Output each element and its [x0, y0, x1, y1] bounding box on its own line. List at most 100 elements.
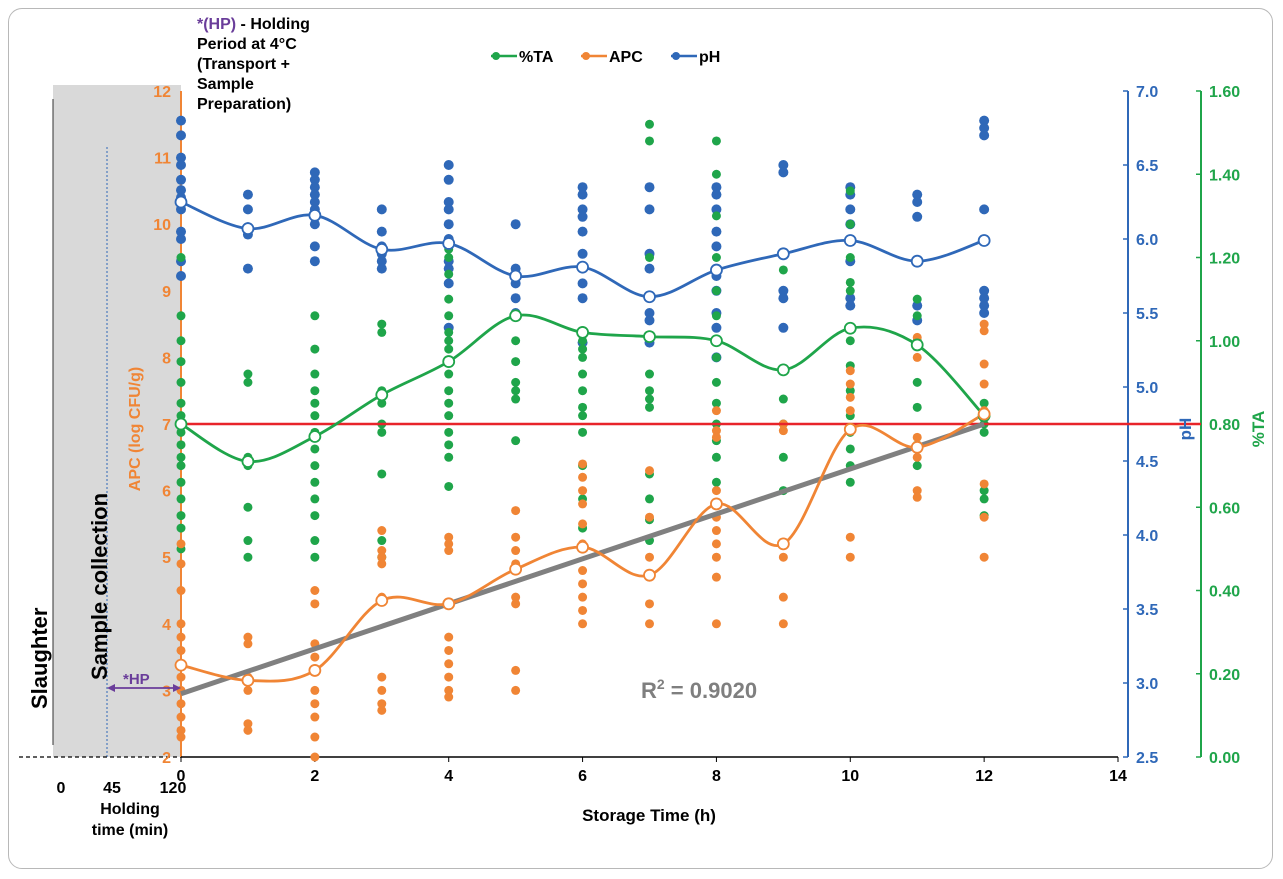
apc-data-point — [176, 732, 186, 742]
ta-data-point — [444, 311, 454, 321]
ta-data-point — [711, 377, 721, 387]
apc-tick-label: 4 — [162, 617, 171, 634]
ph-data-point — [644, 204, 655, 215]
ta-data-point — [310, 344, 320, 354]
ph-data-point — [443, 197, 454, 207]
ta-data-point — [176, 253, 186, 262]
ta-data-point — [645, 386, 654, 396]
apc-data-point — [578, 519, 588, 529]
x-tick-label: 8 — [712, 768, 721, 785]
ph-data-point — [176, 174, 186, 185]
apc-data-point — [979, 326, 989, 336]
ta-data-point — [310, 536, 320, 546]
ta-data-point — [310, 369, 320, 379]
ta-data-point — [711, 136, 721, 146]
ta-tick-label: 0.60 — [1209, 500, 1240, 517]
ta-data-point — [310, 461, 320, 471]
apc-data-point — [511, 685, 521, 695]
legend-apc-label: APC — [609, 49, 643, 66]
apc-tick-label: 6 — [162, 484, 171, 501]
ph-data-point — [912, 197, 923, 207]
ph-data-point — [979, 130, 990, 141]
x-tick-label: 6 — [578, 768, 587, 785]
ta-data-point — [778, 452, 788, 462]
apc-data-point — [310, 586, 320, 595]
apc-mean-marker — [375, 594, 389, 607]
ta-data-point — [377, 327, 387, 337]
ta-data-point — [578, 336, 588, 346]
apc-data-point — [645, 466, 654, 476]
apc-data-point — [645, 552, 654, 562]
ta-data-point — [711, 211, 721, 221]
ta-data-point — [444, 440, 454, 450]
ph-data-point — [979, 115, 990, 126]
ph-data-point — [711, 204, 722, 215]
ph-data-point — [711, 241, 722, 252]
apc-tick-label: 8 — [162, 350, 171, 367]
apc-data-point — [845, 552, 855, 562]
ph-data-point — [510, 219, 521, 230]
apc-data-point — [912, 452, 922, 462]
apc-mean-marker — [442, 597, 456, 611]
ta-data-point — [711, 477, 721, 487]
ph-data-point — [242, 189, 253, 200]
ta-data-point — [711, 352, 721, 362]
apc-data-point — [310, 699, 320, 709]
ta-data-point — [176, 398, 186, 408]
apc-data-point — [845, 532, 855, 542]
ta-data-point — [377, 536, 387, 546]
ph-data-point — [577, 182, 588, 193]
ta-tick-label: 0.20 — [1209, 667, 1240, 684]
ta-mean-marker — [241, 455, 255, 468]
ph-data-point — [644, 182, 655, 193]
ph-data-point — [176, 115, 186, 126]
ta-data-point — [711, 169, 721, 179]
apc-mean-marker — [643, 568, 656, 582]
apc-data-point — [511, 599, 521, 609]
ph-data-point — [309, 167, 320, 178]
ta-data-point — [578, 369, 588, 379]
apc-data-point — [979, 512, 989, 522]
ta-data-point — [645, 402, 654, 412]
apc-data-point — [778, 592, 788, 602]
ta-mean-marker — [710, 334, 723, 348]
apc-data-point — [444, 539, 454, 549]
x-tick-label: 2 — [310, 768, 319, 785]
ph-data-point — [176, 185, 186, 196]
apc-data-point — [845, 406, 855, 416]
ph-data-point — [778, 160, 789, 170]
apc-data-point — [979, 379, 989, 389]
apc-data-point — [377, 526, 387, 536]
ph-data-point — [912, 189, 923, 200]
ph-data-point — [443, 204, 454, 215]
ta-data-point — [444, 269, 454, 279]
ta-data-point — [912, 377, 922, 387]
ta-mean-marker — [174, 417, 188, 431]
ph-mean-marker — [977, 234, 991, 247]
ta-data-point — [511, 386, 521, 396]
apc-data-point — [645, 619, 654, 629]
scatter-group — [176, 115, 990, 762]
apc-data-point — [711, 486, 721, 496]
ta-data-point — [645, 394, 654, 404]
ta-data-point — [645, 253, 654, 262]
ta-data-point — [578, 386, 588, 396]
ph-tick-label: 4.0 — [1136, 528, 1158, 545]
ta-data-point — [578, 352, 588, 362]
ph-mean-marker — [910, 254, 924, 268]
r-squared-r: R — [641, 678, 657, 703]
ph-data-point — [845, 293, 856, 304]
apc-data-point — [645, 512, 654, 522]
x-tick-label: 4 — [444, 768, 453, 785]
apc-data-point — [979, 479, 989, 489]
apc-data-point — [578, 499, 588, 509]
ph-mean-marker — [643, 290, 656, 304]
ta-data-point — [511, 357, 521, 367]
ta-data-point — [310, 444, 320, 454]
apc-tick-label: 3 — [162, 683, 171, 700]
ph-data-point — [309, 182, 320, 193]
apc-data-point — [511, 546, 521, 556]
ph-data-point — [577, 189, 588, 200]
ta-data-point — [377, 427, 387, 437]
ph-data-point — [577, 226, 588, 237]
